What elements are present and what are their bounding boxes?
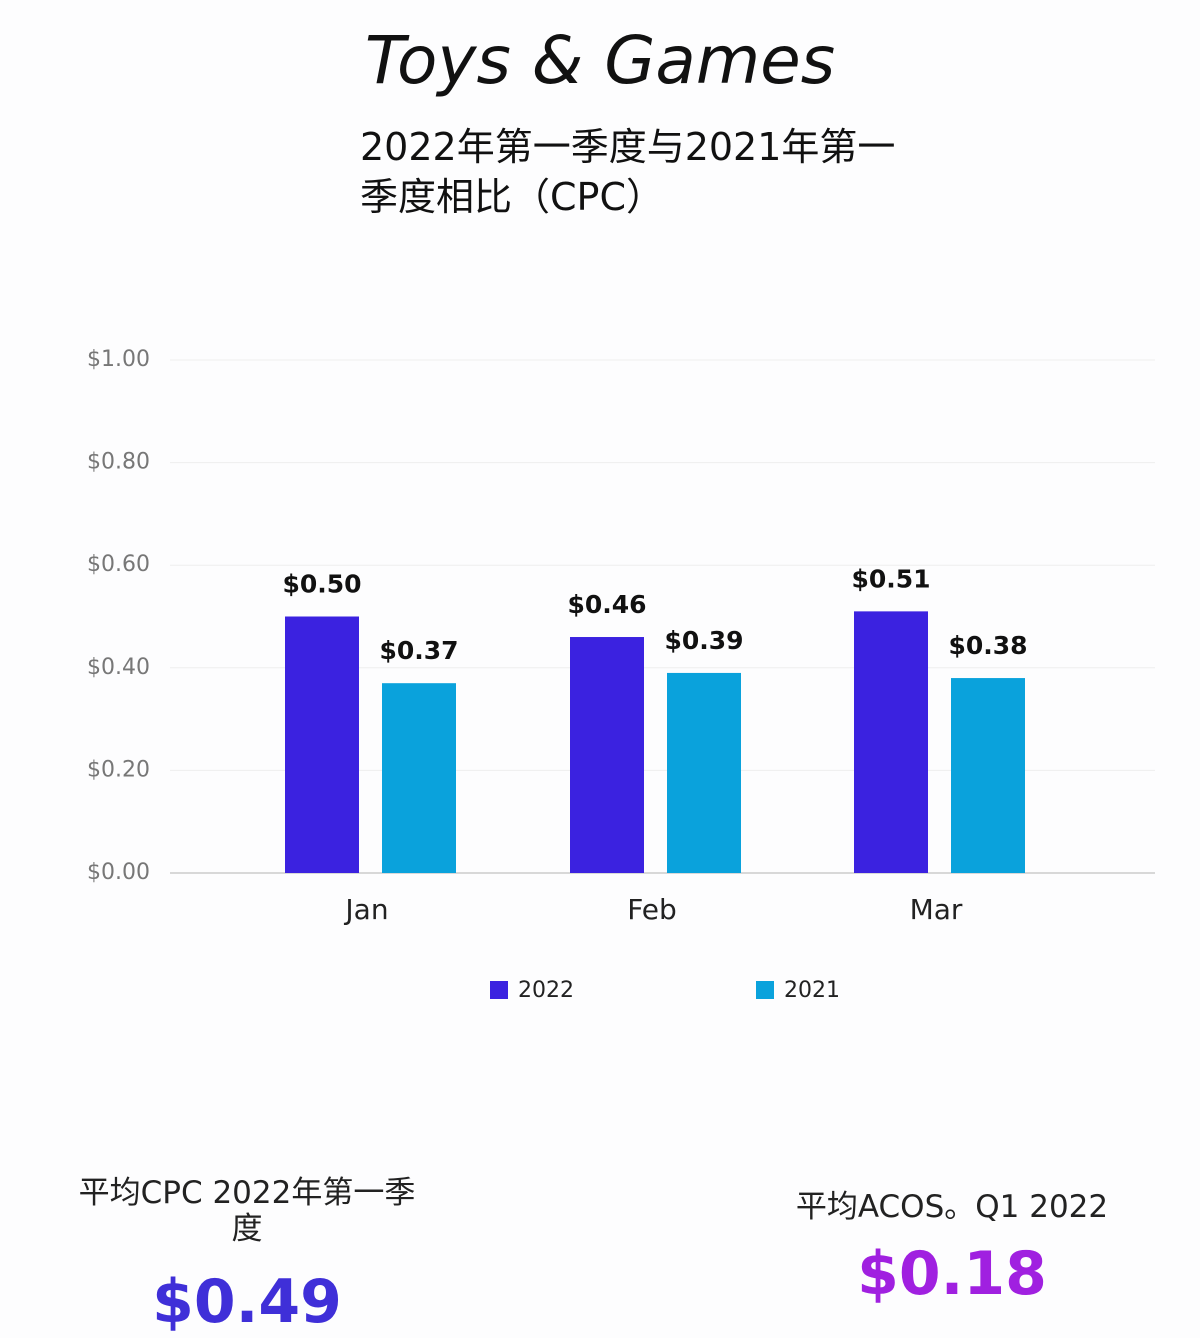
stat-value: $0.18 (857, 1239, 1047, 1309)
stat-value: $0.49 (152, 1267, 342, 1337)
value-label: $0.38 (948, 631, 1027, 660)
value-label: $0.51 (851, 564, 930, 593)
stat-label: 平均ACOS。Q1 2022 (795, 1189, 1109, 1225)
y-tick-label: $0.40 (87, 655, 150, 680)
x-tick-label: Jan (343, 893, 388, 926)
bar (667, 672, 741, 873)
y-tick-label: $0.20 (87, 757, 150, 782)
legend-swatch (490, 981, 508, 999)
y-tick-label: $0.60 (87, 552, 150, 577)
bar (285, 616, 359, 873)
bar (854, 611, 928, 873)
value-label: $0.39 (664, 626, 743, 655)
stat-label: 平均CPC 2022年第一季度 (78, 1175, 416, 1247)
legend-swatch (756, 981, 774, 999)
chart-title: Toys & Games (364, 22, 836, 99)
chart-subtitle: 2022年第一季度与2021年第一季度相比（CPC） (360, 125, 896, 219)
value-label: $0.46 (567, 590, 646, 619)
x-tick-label: Mar (910, 893, 963, 926)
legend-label: 2022 (518, 978, 574, 1003)
bar (570, 637, 644, 873)
bar (382, 683, 456, 873)
bar (951, 678, 1025, 873)
x-tick-label: Feb (627, 893, 677, 926)
y-tick-label: $1.00 (87, 347, 150, 372)
value-label: $0.50 (282, 570, 361, 599)
y-tick-label: $0.00 (87, 860, 150, 885)
stat-block: 平均ACOS。Q1 2022 $0.18 (752, 1189, 1152, 1309)
value-label: $0.37 (379, 636, 458, 665)
y-tick-label: $0.80 (87, 450, 150, 475)
stat-block: 平均CPC 2022年第一季度 $0.49 (67, 1175, 427, 1337)
legend-label: 2021 (784, 978, 840, 1003)
